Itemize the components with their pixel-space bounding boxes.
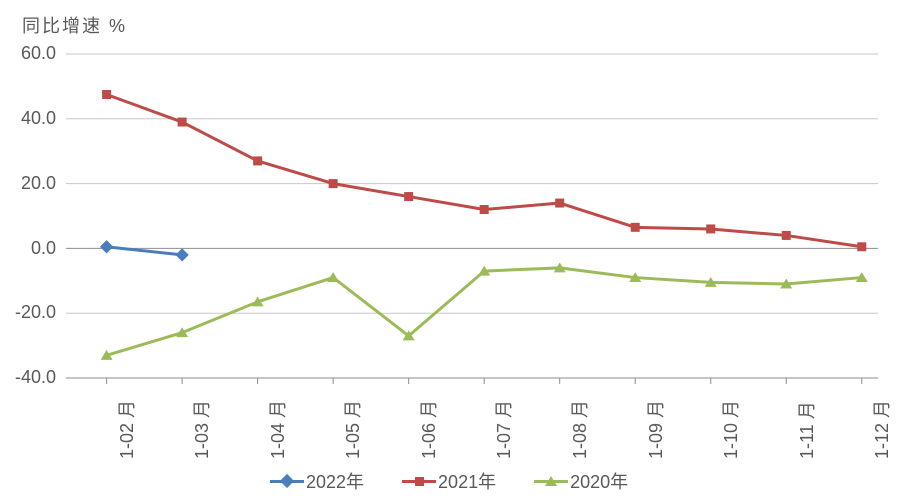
x-tick-label: 1-02 月	[113, 400, 139, 459]
y-tick-label: 0.0	[0, 238, 56, 259]
legend-label: 2021年	[438, 468, 496, 494]
legend-item: 2021年	[402, 468, 496, 494]
series-marker-1	[782, 231, 791, 240]
legend: 2022年 2021年 2020年	[270, 468, 628, 494]
legend-swatch	[534, 475, 568, 487]
series-marker-2	[327, 272, 339, 282]
x-tick-label: 1-04 月	[264, 400, 290, 459]
y-tick-label: -40.0	[0, 367, 56, 388]
y-tick-label: 20.0	[0, 173, 56, 194]
x-tick-label: 1-03 月	[188, 400, 214, 459]
x-tick-label: 1-06 月	[415, 400, 441, 459]
legend-item: 2022年	[270, 468, 364, 494]
series-marker-0	[175, 248, 188, 261]
x-tick-label: 1-10 月	[717, 400, 743, 459]
series-line-1	[107, 95, 862, 247]
x-tick-label: 1-08 月	[566, 400, 592, 459]
y-tick-label: 60.0	[0, 43, 56, 64]
series-marker-1	[404, 192, 413, 201]
x-tick-label: 1-07 月	[490, 400, 516, 459]
legend-item: 2020年	[534, 468, 628, 494]
series-marker-1	[631, 223, 640, 232]
series-marker-1	[555, 199, 564, 208]
x-tick-label: 1-09 月	[642, 400, 668, 459]
series-marker-1	[706, 224, 715, 233]
y-tick-label: 40.0	[0, 108, 56, 129]
x-tick-label: 1-05 月	[339, 400, 365, 459]
series-marker-1	[857, 242, 866, 251]
series-line-2	[107, 268, 862, 355]
series-marker-1	[329, 179, 338, 188]
legend-swatch	[402, 475, 436, 487]
series-marker-1	[178, 118, 187, 127]
legend-label: 2020年	[570, 468, 628, 494]
chart-root: 同比增速 % -40.0-20.00.020.040.060.0 1-02 月1…	[0, 0, 900, 502]
series-marker-1	[102, 90, 111, 99]
legend-swatch	[270, 475, 304, 487]
series-marker-0	[100, 240, 113, 253]
x-tick-label: 1-11 月	[793, 401, 819, 459]
series-marker-1	[480, 205, 489, 214]
legend-label: 2022年	[306, 468, 364, 494]
y-tick-label: -20.0	[0, 302, 56, 323]
series-marker-1	[253, 156, 262, 165]
x-tick-label: 1-12 月	[868, 400, 894, 459]
